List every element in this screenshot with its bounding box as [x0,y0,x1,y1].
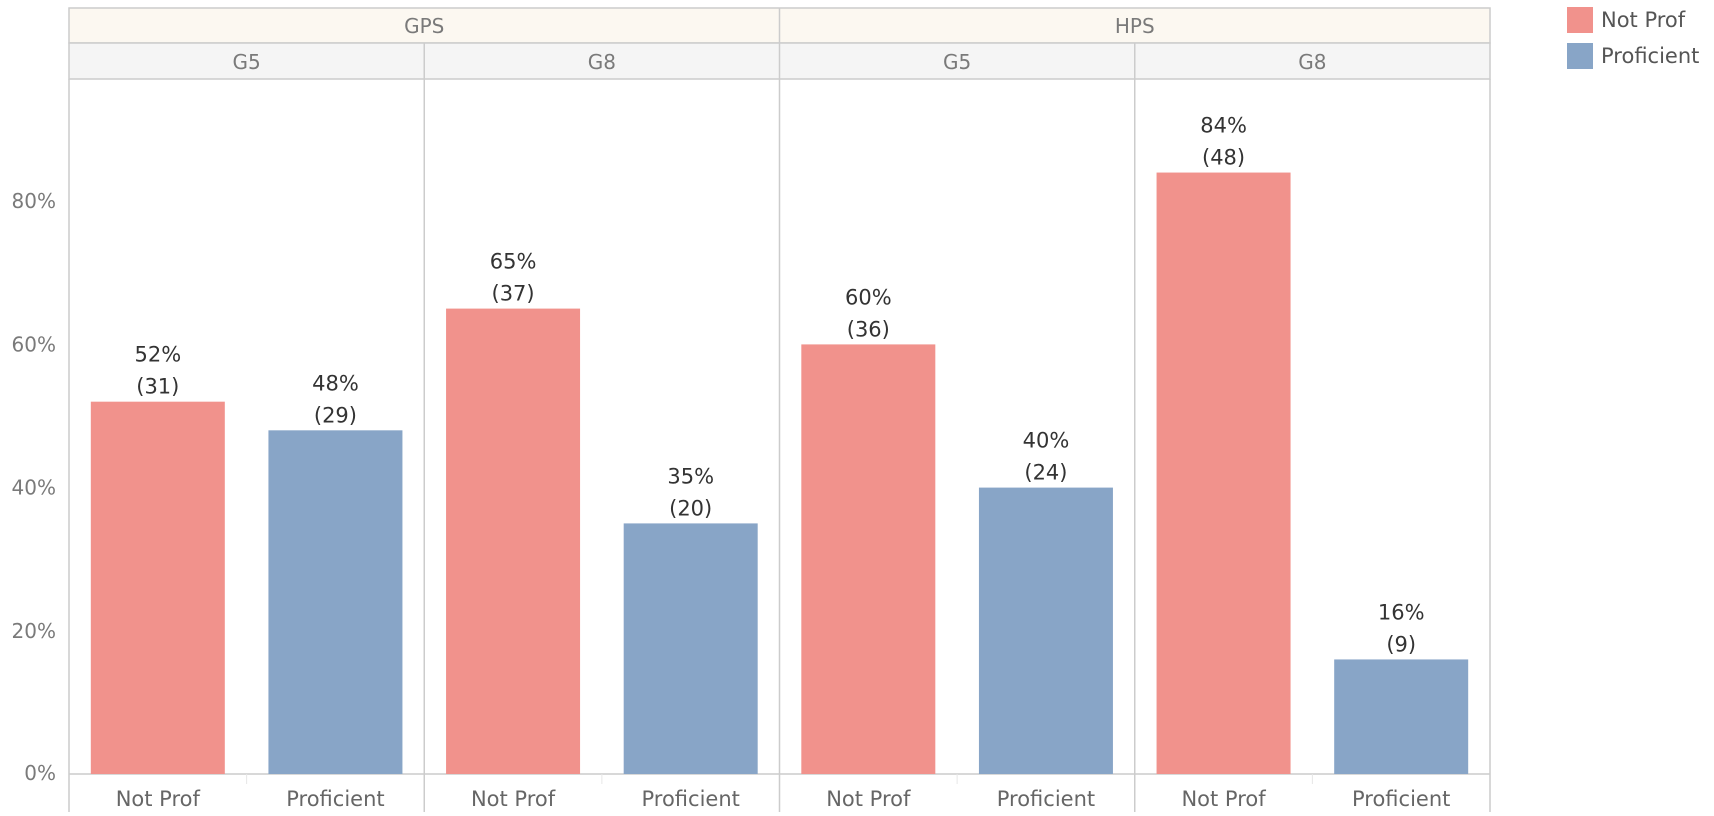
bar-hps-g5-proficient [978,487,1113,774]
bar-hps-g8-proficient [1334,659,1469,774]
bar-count-label: (20) [669,496,712,520]
x-tick-label: Proficient [1352,787,1450,811]
x-tick-label: Proficient [641,787,739,811]
y-tick-label: 60% [12,332,56,356]
legend-swatch-proficient [1567,43,1593,69]
x-tick-label: Proficient [286,787,384,811]
legend-item-proficient[interactable]: Proficient [1567,38,1699,74]
x-tick-label: Not Prof [471,787,556,811]
legend-label: Proficient [1601,44,1700,68]
bar-pct-label: 16% [1378,600,1425,624]
subgroup-header-gps-g5: G5 [233,50,261,74]
bar-count-label: (29) [314,403,357,427]
x-tick-label: Not Prof [116,787,201,811]
legend-label: Not Prof [1601,8,1686,32]
bar-gps-g8-proficient [623,523,758,774]
subgroup-header-gps-g8: G8 [588,50,616,74]
bar-gps-g8-not-prof [446,308,581,774]
bar-pct-label: 84% [1200,114,1247,138]
bar-pct-label: 35% [667,464,714,488]
bar-count-label: (9) [1386,632,1416,656]
x-tick-label: Not Prof [826,787,911,811]
bar-pct-label: 40% [1023,429,1070,453]
bar-gps-g5-not-prof [90,401,225,774]
bar-pct-label: 65% [490,250,537,274]
subgroup-header-hps-g8: G8 [1298,50,1326,74]
y-tick-label: 80% [12,189,56,213]
y-tick-label: 40% [12,476,56,500]
x-tick-label: Proficient [997,787,1095,811]
y-tick-label: 0% [24,761,56,785]
bar-count-label: (48) [1202,146,1245,170]
x-tick-label: Not Prof [1181,787,1266,811]
group-header-gps: GPS [404,14,444,38]
legend-item-not-prof[interactable]: Not Prof [1567,2,1699,38]
legend-swatch-not-prof [1567,7,1593,33]
bar-count-label: (36) [847,317,890,341]
bar-gps-g5-proficient [268,430,403,774]
subgroup-header-hps-g5: G5 [943,50,971,74]
bar-pct-label: 52% [134,343,181,367]
legend: Not Prof Proficient [1567,2,1699,74]
bar-pct-label: 60% [845,285,892,309]
bar-count-label: (37) [492,282,535,306]
bar-count-label: (24) [1024,461,1067,485]
bar-hps-g5-not-prof [801,344,936,774]
y-tick-label: 20% [12,619,56,643]
bar-hps-g8-not-prof [1156,172,1291,774]
bar-pct-label: 48% [312,371,359,395]
bar-count-label: (31) [136,375,179,399]
group-header-hps: HPS [1115,14,1155,38]
